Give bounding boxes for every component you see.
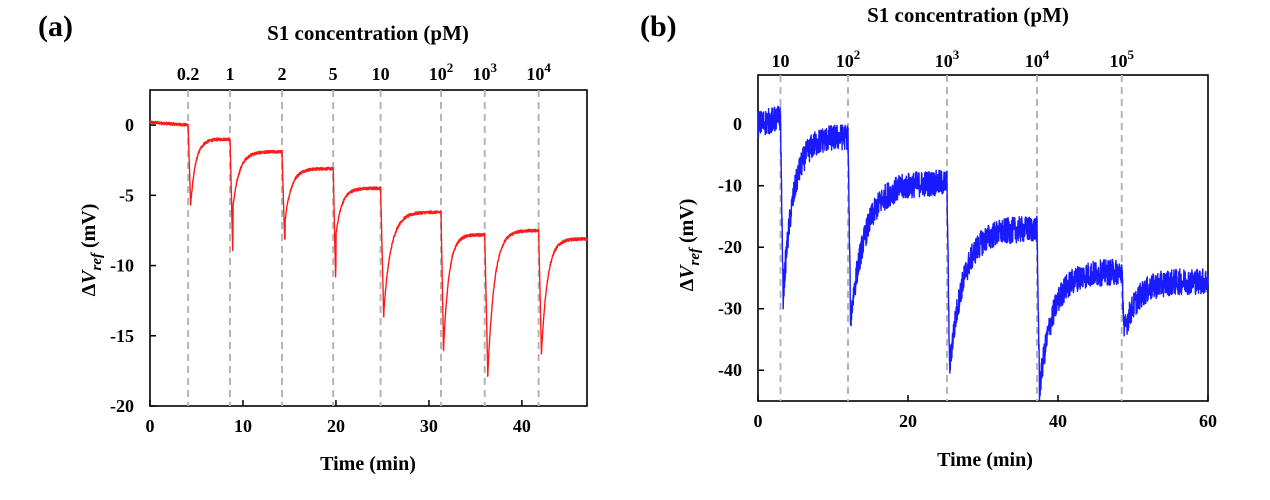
concentration-label: 103: [472, 60, 497, 84]
panel-b-trace: [757, 105, 1209, 402]
y-tick-label: 0: [125, 115, 134, 135]
panel-b: (b) S1 concentration (pM) Time (min) ΔVr…: [640, 3, 1217, 471]
x-tick-label: 20: [327, 416, 345, 436]
y-tick-label: -10: [110, 256, 134, 276]
x-tick-label: 0: [146, 416, 155, 436]
concentration-label: 105: [1110, 47, 1135, 71]
panel-a-injection-lines: [187, 90, 540, 406]
series-line: [757, 105, 1209, 402]
concentration-label: 0.2: [177, 64, 200, 84]
concentration-label: 1: [225, 64, 234, 84]
x-tick-label: 0: [754, 411, 763, 431]
panel-b-axes-frame: [757, 74, 1209, 402]
y-tick-label: -5: [119, 185, 134, 205]
series-line: [149, 120, 588, 377]
panel-b-ticks: 0 20 40 60 0 -10 -20 -30 -40: [718, 114, 1217, 431]
x-tick-label: 20: [899, 411, 917, 431]
panel-a-label: (a): [38, 10, 73, 43]
panel-a-ylabel: ΔVref (mV): [78, 204, 105, 297]
y-tick-label: 0: [733, 114, 742, 134]
panel-a-ylabel-text: ΔVref (mV): [78, 204, 105, 297]
y-tick-label: -20: [718, 237, 742, 257]
x-tick-label: 40: [1049, 411, 1067, 431]
concentration-label: 102: [836, 47, 861, 71]
y-tick-label: -40: [718, 360, 742, 380]
panel-a-xlabel: Time (min): [320, 453, 416, 475]
panel-b-label: (b): [640, 10, 677, 43]
y-tick-label: -10: [718, 176, 742, 196]
panel-b-top-axis-label: S1 concentration (pM): [867, 3, 1069, 27]
panel-b-ylabel: ΔVref (mV): [676, 199, 703, 292]
x-tick-label: 10: [234, 416, 252, 436]
x-tick-label: 60: [1199, 411, 1217, 431]
concentration-label: 5: [329, 64, 338, 84]
y-tick-label: -20: [110, 396, 134, 416]
concentration-label: 10: [772, 51, 790, 71]
panel-a-trace: [149, 120, 588, 377]
x-tick-label: 30: [420, 416, 438, 436]
panel-a-ticks: 0 10 20 30 40 0 -5 -10 -15 -20: [110, 115, 531, 436]
x-tick-label: 40: [513, 416, 531, 436]
concentration-label: 104: [526, 60, 551, 84]
concentration-label: 2: [278, 64, 287, 84]
panel-a-top-axis-label: S1 concentration (pM): [267, 21, 469, 45]
concentration-label: 104: [1025, 47, 1050, 71]
panel-b-xlabel: Time (min): [937, 449, 1033, 471]
concentration-label: 10: [372, 64, 390, 84]
concentration-label: 103: [935, 47, 960, 71]
panel-a-concentration-labels: 0.2 1 2 5 10 102 103 104: [177, 60, 552, 84]
panel-b-concentration-labels: 10 102 103 104 105: [772, 47, 1135, 71]
y-tick-label: -30: [718, 299, 742, 319]
panel-a-axes-frame: [149, 89, 588, 407]
y-tick-label: -15: [110, 326, 134, 346]
panel-b-ylabel-text: ΔVref (mV): [676, 199, 703, 292]
panel-a: (a) S1 concentration (pM) Time (min) ΔVr…: [38, 10, 588, 475]
concentration-label: 102: [429, 60, 454, 84]
